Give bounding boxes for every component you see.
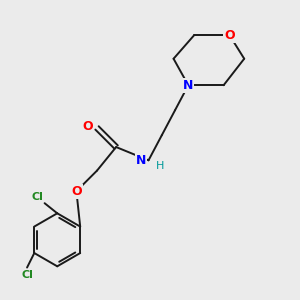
Text: O: O [71,185,82,198]
Text: N: N [136,154,146,167]
Text: O: O [83,120,94,133]
Text: N: N [183,79,194,92]
Text: Cl: Cl [31,192,43,202]
Text: Cl: Cl [21,270,33,280]
Text: H: H [156,161,164,171]
Text: O: O [224,29,235,42]
